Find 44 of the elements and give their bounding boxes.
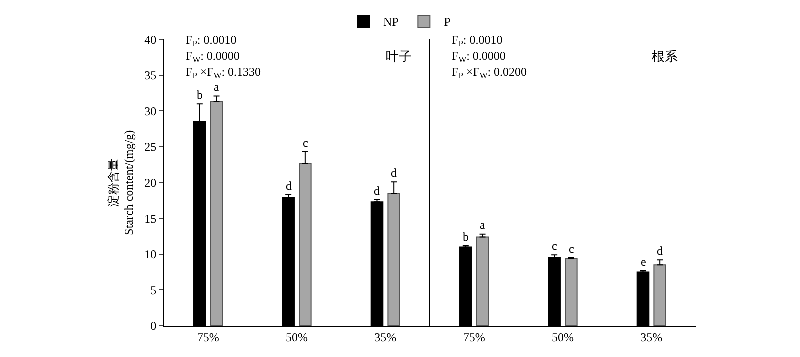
x-tick-label: 75%	[463, 330, 486, 344]
data-label: a	[480, 218, 486, 232]
data-label: c	[552, 239, 558, 253]
annotation: F$_{P}$ ×F$_{W}$: 0.1330	[186, 65, 262, 81]
y-tick-label: 30	[144, 104, 157, 118]
text: 根系	[652, 49, 678, 64]
data-label: d	[374, 184, 380, 198]
data-label: c	[303, 136, 308, 150]
y-tick-label: 25	[144, 140, 157, 154]
data-label: b	[463, 230, 469, 244]
y-tick-label: 40	[144, 32, 157, 47]
x-tick-label: 50%	[552, 330, 574, 344]
annotation: F$_{P}$: 0.0010	[186, 33, 237, 49]
bar	[565, 258, 578, 326]
bar	[476, 236, 490, 326]
legend-label: NP	[384, 15, 400, 30]
data-label: a	[214, 80, 220, 94]
legend-label: P	[444, 15, 452, 30]
data-label: b	[197, 88, 203, 102]
x-tick-label: 35%	[374, 330, 397, 344]
text: 叶子	[386, 49, 412, 64]
bar	[388, 193, 400, 326]
y-tick-label: 15	[144, 212, 157, 226]
data-label: d	[657, 244, 663, 258]
y-tick-label: 5	[150, 283, 157, 298]
y-axis-title: 淀粉含量 Starch content/(mg/g)	[106, 130, 136, 236]
bar	[210, 101, 224, 326]
annotation: F$_{W}$: 0.0000	[452, 49, 506, 65]
annotation: F$_{W}$: 0.0000	[186, 49, 240, 65]
data-label: e	[641, 255, 646, 269]
y-tick-label: 0	[150, 319, 157, 334]
x-tick-label: 50%	[286, 330, 308, 344]
annotation: F$_{P}$ ×F$_{W}$: 0.0200	[452, 65, 528, 81]
data-label: d	[286, 179, 292, 193]
bar	[299, 162, 312, 326]
y-tick-label: 10	[144, 248, 157, 262]
x-tick-label: 75%	[197, 330, 220, 344]
x-tick-label: 35%	[640, 330, 663, 344]
data-label: d	[391, 166, 397, 180]
data-label: c	[569, 242, 574, 256]
bar	[654, 264, 666, 326]
y-tick-label: 20	[144, 176, 157, 190]
annotation: F$_{P}$: 0.0010	[452, 33, 503, 49]
y-tick-label: 35	[144, 68, 157, 83]
